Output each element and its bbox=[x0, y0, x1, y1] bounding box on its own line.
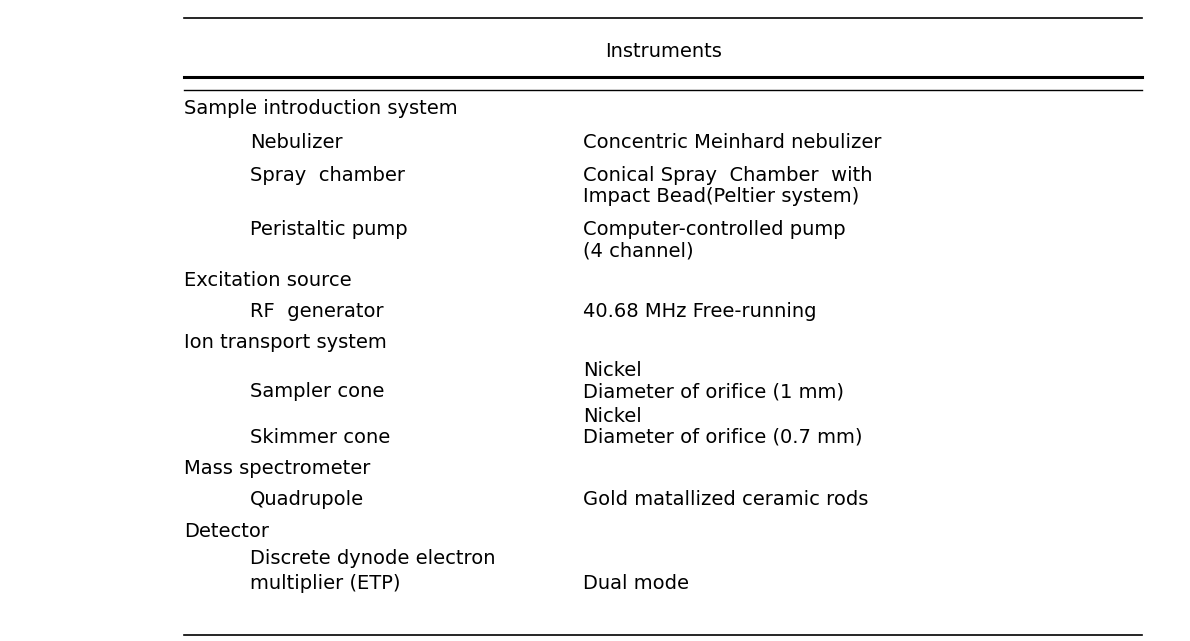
Text: 40.68 MHz Free-running: 40.68 MHz Free-running bbox=[583, 302, 816, 321]
Text: Diameter of orifice (0.7 mm): Diameter of orifice (0.7 mm) bbox=[583, 428, 863, 447]
Text: Instruments: Instruments bbox=[605, 42, 722, 61]
Text: Discrete dynode electron: Discrete dynode electron bbox=[250, 549, 495, 569]
Text: Computer-controlled pump: Computer-controlled pump bbox=[583, 220, 846, 239]
Text: Excitation source: Excitation source bbox=[184, 271, 352, 290]
Text: multiplier (ETP): multiplier (ETP) bbox=[250, 574, 400, 593]
Text: Sampler cone: Sampler cone bbox=[250, 382, 384, 401]
Text: Spray  chamber: Spray chamber bbox=[250, 166, 405, 185]
Text: Ion transport system: Ion transport system bbox=[184, 333, 387, 353]
Text: Nickel: Nickel bbox=[583, 361, 641, 380]
Text: Detector: Detector bbox=[184, 522, 269, 541]
Text: Sample introduction system: Sample introduction system bbox=[184, 99, 458, 119]
Text: Nebulizer: Nebulizer bbox=[250, 133, 343, 153]
Text: Impact Bead(Peltier system): Impact Bead(Peltier system) bbox=[583, 187, 859, 206]
Text: Concentric Meinhard nebulizer: Concentric Meinhard nebulizer bbox=[583, 133, 882, 153]
Text: Diameter of orifice (1 mm): Diameter of orifice (1 mm) bbox=[583, 382, 844, 401]
Text: Skimmer cone: Skimmer cone bbox=[250, 428, 390, 447]
Text: Peristaltic pump: Peristaltic pump bbox=[250, 220, 407, 239]
Text: Mass spectrometer: Mass spectrometer bbox=[184, 459, 371, 478]
Text: (4 channel): (4 channel) bbox=[583, 241, 694, 260]
Text: Conical Spray  Chamber  with: Conical Spray Chamber with bbox=[583, 166, 872, 185]
Text: Nickel: Nickel bbox=[583, 406, 641, 426]
Text: RF  generator: RF generator bbox=[250, 302, 383, 321]
Text: Gold matallized ceramic rods: Gold matallized ceramic rods bbox=[583, 490, 869, 510]
Text: Dual mode: Dual mode bbox=[583, 574, 689, 593]
Text: Quadrupole: Quadrupole bbox=[250, 490, 364, 510]
